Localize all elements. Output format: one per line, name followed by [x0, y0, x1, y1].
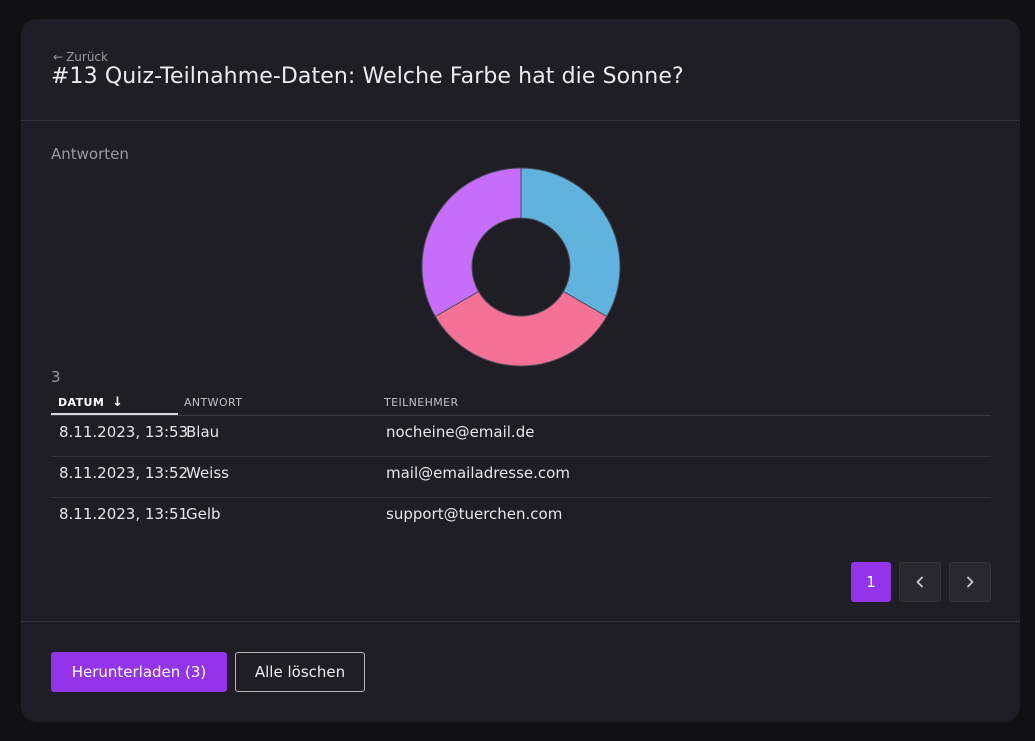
chevron-left-icon: [916, 576, 923, 588]
arrow-down-icon: ↓: [112, 395, 124, 410]
delete-all-button[interactable]: Alle löschen: [235, 652, 365, 692]
answers-count: 3: [51, 368, 61, 386]
column-header-teilnehmer[interactable]: Teilnehmer: [384, 396, 459, 409]
table-header: Datum ↓ Antwort Teilnehmer: [51, 389, 991, 416]
cell-antwort: Gelb: [186, 505, 221, 523]
donut-slice-blau[interactable]: [520, 167, 621, 318]
quiz-data-modal: ← Zurück #13 Quiz-Teilnahme-Daten: Welch…: [21, 19, 1020, 722]
modal-header: ← Zurück #13 Quiz-Teilnahme-Daten: Welch…: [21, 19, 1020, 121]
donut-slice-gelb[interactable]: [421, 167, 522, 318]
arrow-left-icon: ←: [53, 50, 64, 64]
answers-label: Antworten: [51, 145, 129, 163]
answers-donut-chart: [421, 167, 621, 367]
back-link-label: Zurück: [66, 50, 108, 64]
previous-page-button[interactable]: [899, 562, 941, 602]
page-button-current[interactable]: 1: [851, 562, 891, 602]
modal-footer: Herunterladen (3) Alle löschen: [21, 621, 1020, 722]
donut-slice-weiss[interactable]: [434, 290, 608, 367]
cell-antwort: Weiss: [186, 464, 229, 482]
answers-table: Datum ↓ Antwort Teilnehmer 8.11.2023, 13…: [51, 389, 991, 538]
cell-teilnehmer: mail@emailadresse.com: [386, 464, 570, 482]
modal-body: Antworten 3 Datum ↓ Antwort Teilnehmer 8…: [21, 121, 1020, 621]
cell-datum: 8.11.2023, 13:53: [59, 423, 189, 441]
next-page-button[interactable]: [949, 562, 991, 602]
sort-indicator-underline: [51, 413, 178, 415]
pagination: 1: [851, 562, 991, 602]
column-header-datum[interactable]: Datum ↓: [58, 396, 123, 409]
cell-teilnehmer: support@tuerchen.com: [386, 505, 563, 523]
table-row: 8.11.2023, 13:52 Weiss mail@emailadresse…: [51, 457, 991, 498]
cell-datum: 8.11.2023, 13:52: [59, 464, 189, 482]
table-body: 8.11.2023, 13:53 Blau nocheine@email.de …: [51, 416, 991, 538]
table-row: 8.11.2023, 13:51 Gelb support@tuerchen.c…: [51, 498, 991, 538]
cell-teilnehmer: nocheine@email.de: [386, 423, 535, 441]
back-link[interactable]: ← Zurück: [53, 50, 108, 64]
table-row: 8.11.2023, 13:53 Blau nocheine@email.de: [51, 416, 991, 457]
cell-antwort: Blau: [186, 423, 220, 441]
download-button[interactable]: Herunterladen (3): [51, 652, 227, 692]
page-title: #13 Quiz-Teilnahme-Daten: Welche Farbe h…: [51, 64, 684, 89]
column-header-antwort[interactable]: Antwort: [184, 396, 243, 409]
column-header-datum-label: Datum: [58, 396, 105, 409]
chevron-right-icon: [967, 576, 974, 588]
cell-datum: 8.11.2023, 13:51: [59, 505, 189, 523]
